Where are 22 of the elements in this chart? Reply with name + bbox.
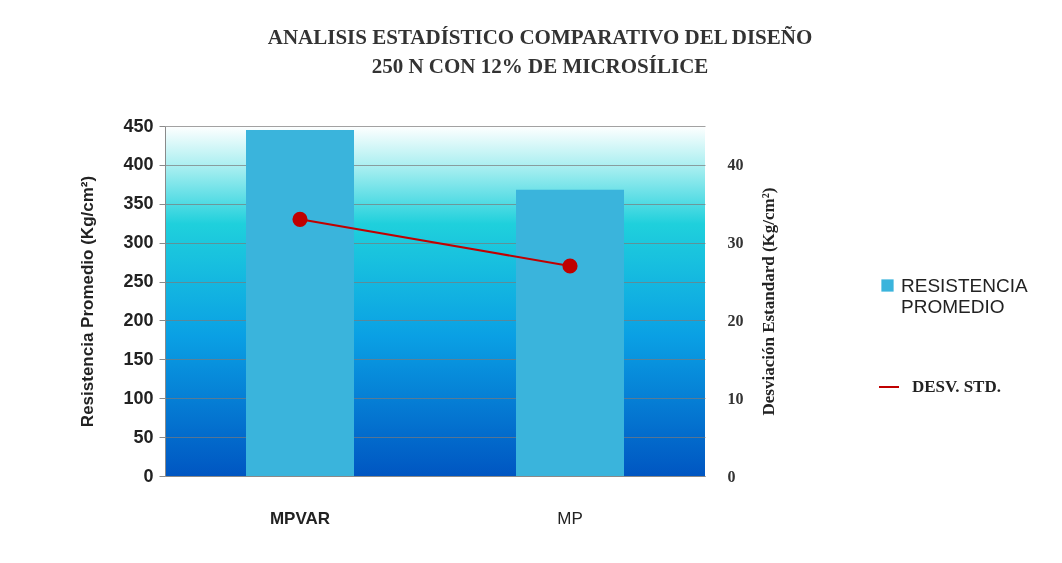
y-tick-label: 300 xyxy=(123,232,154,253)
y-tick-label: 250 xyxy=(123,271,154,292)
chart-title: ANALISIS ESTADÍSTICO COMPARATIVO DEL DISEÑO 250 N CON 12% DE MICROSÍLICE xyxy=(267,25,813,78)
y-tick-label: 400 xyxy=(123,154,154,175)
y2-axis-title: Desviación Estandard (Kg/cm²) xyxy=(758,187,778,416)
y-tick-label: 50 xyxy=(133,426,154,447)
y-tick-label: 150 xyxy=(123,348,154,369)
x-tick-label: MPVAR xyxy=(269,508,331,528)
y-tick-label: 0 xyxy=(143,465,154,486)
legend-label: DESV. STD. xyxy=(912,377,1001,396)
y2-tick-label: 40 xyxy=(727,156,744,174)
x-tick-label: MP xyxy=(557,508,583,528)
legend-label: RESISTENCIA PROMEDIO xyxy=(901,274,1029,317)
y-tick-label: 350 xyxy=(123,193,154,214)
y2-tick-label: 0 xyxy=(727,467,736,485)
y2-tick-label: 20 xyxy=(727,311,744,329)
y-tick-label: 200 xyxy=(123,309,154,330)
y2-tick-label: 30 xyxy=(727,234,744,252)
y-tick-label: 100 xyxy=(123,387,154,408)
y-axis-title: Resistencia Promedio (Kg/cm²) xyxy=(78,175,98,428)
y-tick-label: 450 xyxy=(123,115,154,136)
y2-tick-label: 10 xyxy=(727,389,744,407)
